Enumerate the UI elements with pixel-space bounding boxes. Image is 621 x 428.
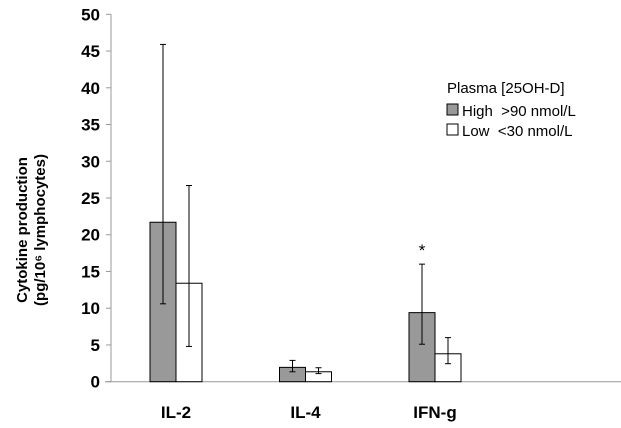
- y-tick-label: 25: [81, 189, 100, 208]
- y-tick-label: 40: [81, 79, 100, 98]
- y-tick-label: 50: [81, 5, 100, 24]
- y-tick-label: 45: [81, 42, 100, 61]
- x-tick-label: IL-4: [290, 403, 321, 422]
- y-axis-label-line1: Cytokine production: [14, 157, 31, 303]
- y-tick-label: 35: [81, 116, 100, 135]
- legend-swatch-0: [446, 103, 459, 116]
- legend-title: Plasma [25OH-D]: [447, 80, 565, 97]
- y-tick-label: 15: [81, 262, 100, 281]
- significance-asterisk: *: [419, 241, 426, 260]
- y-axis-label-line2: (pg/10⁶ lymphocytes): [32, 154, 49, 306]
- x-tick-label: IFN-g: [413, 403, 456, 422]
- y-tick-label: 0: [91, 373, 100, 392]
- legend-label-1: Low <30 nmol/L: [462, 123, 573, 140]
- y-tick-label: 20: [81, 226, 100, 245]
- x-tick-label: IL-2: [161, 403, 191, 422]
- legend-label-0: High >90 nmol/L: [462, 103, 576, 120]
- y-tick-label: 10: [81, 299, 100, 318]
- y-tick-label: 5: [91, 336, 100, 355]
- legend-swatch-1: [446, 123, 459, 136]
- y-tick-label: 30: [81, 152, 100, 171]
- y-axis-label: Cytokine production (pg/10⁶ lymphocytes): [14, 154, 49, 306]
